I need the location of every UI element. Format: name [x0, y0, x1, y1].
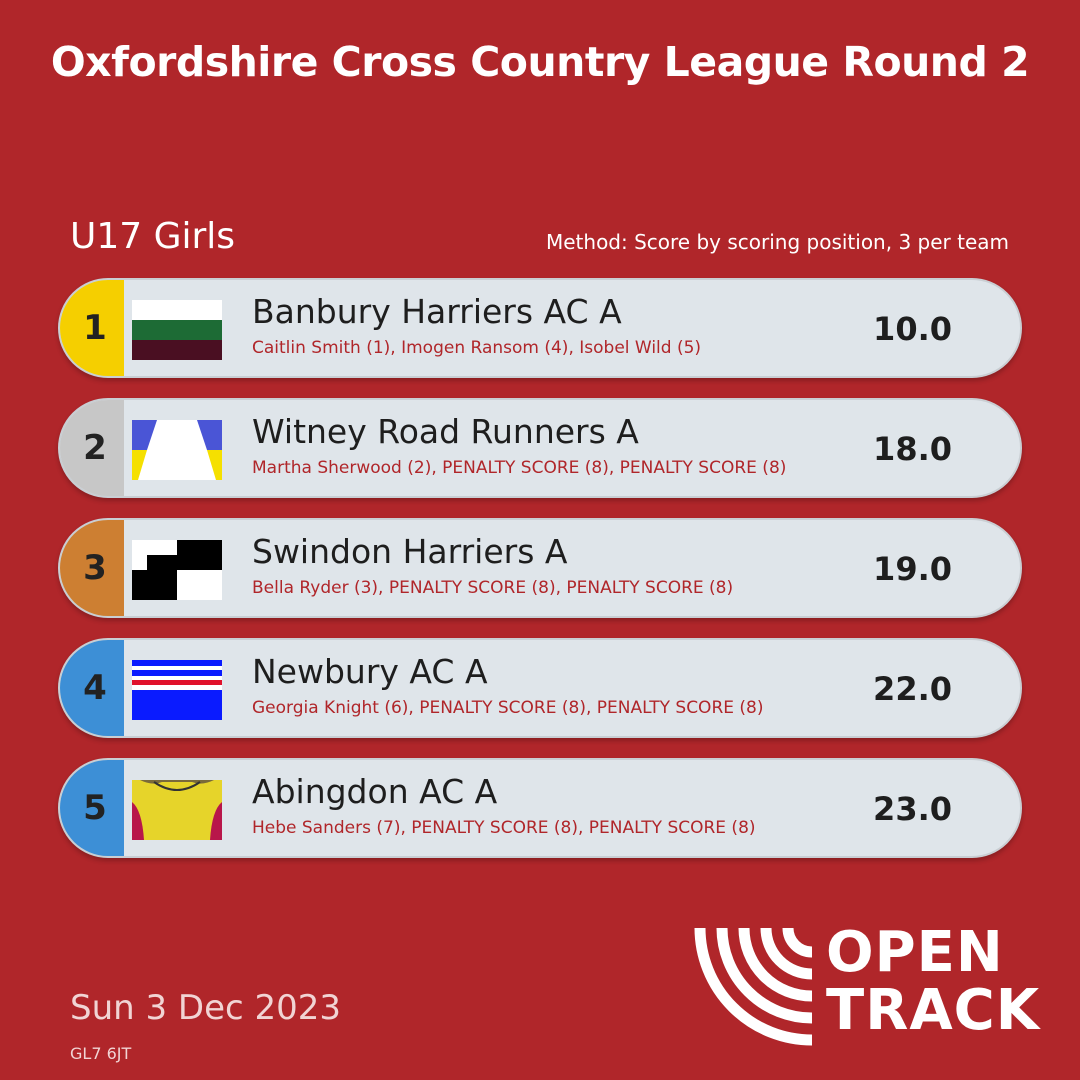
result-row[interactable]: 3 Swindon Harriers A Bella Ryder (3), PE…: [58, 518, 1022, 618]
result-row[interactable]: 1 Banbury Harriers AC A Caitlin Smith (1…: [58, 278, 1022, 378]
logo-line-track: TRACK: [826, 978, 1041, 1043]
team-name: Swindon Harriers A: [252, 532, 568, 571]
team-members: Bella Ryder (3), PENALTY SCORE (8), PENA…: [252, 578, 734, 598]
track-lanes-icon: [694, 927, 813, 1046]
team-name: Witney Road Runners A: [252, 412, 639, 451]
team-name: Newbury AC A: [252, 652, 488, 691]
team-members: Georgia Knight (6), PENALTY SCORE (8), P…: [252, 698, 764, 718]
team-name: Abingdon AC A: [252, 772, 498, 811]
page-title: Oxfordshire Cross Country League Round 2: [50, 38, 1030, 86]
team-score: 10.0: [873, 310, 952, 348]
abingdon-vest-icon: [132, 780, 222, 840]
witney-flag-icon: [132, 420, 222, 480]
result-row[interactable]: 2 Witney Road Runners A Martha Sherwood …: [58, 398, 1022, 498]
opentrack-wordmark: OPEN TRACK: [826, 924, 1040, 1040]
event-postcode: GL7 6JT: [70, 1044, 132, 1063]
position-badge: 2: [60, 400, 124, 496]
result-row[interactable]: 5 Abingdon AC A Hebe Sanders (7), PENALT…: [58, 758, 1022, 858]
team-name: Banbury Harriers AC A: [252, 292, 622, 331]
opentrack-logo: OPEN TRACK: [694, 924, 1044, 1046]
logo-line-open: OPEN: [826, 920, 1004, 985]
swindon-flag-icon: [132, 540, 222, 600]
result-row[interactable]: 4 Newbury AC A Georgia Knight (6), PENAL…: [58, 638, 1022, 738]
team-members: Martha Sherwood (2), PENALTY SCORE (8), …: [252, 458, 787, 478]
banbury-flag-icon: [132, 300, 222, 360]
position-badge: 3: [60, 520, 124, 616]
team-score: 23.0: [873, 790, 952, 828]
scoring-method: Method: Score by scoring position, 3 per…: [545, 230, 1009, 254]
team-members: Hebe Sanders (7), PENALTY SCORE (8), PEN…: [252, 818, 756, 838]
team-members: Caitlin Smith (1), Imogen Ransom (4), Is…: [252, 338, 702, 358]
position-badge: 5: [60, 760, 124, 856]
results-list: 1 Banbury Harriers AC A Caitlin Smith (1…: [58, 278, 1022, 878]
position-badge: 1: [60, 280, 124, 376]
position-badge: 4: [60, 640, 124, 736]
event-date: Sun 3 Dec 2023: [70, 988, 342, 1028]
team-score: 22.0: [873, 670, 952, 708]
race-category: U17 Girls: [70, 216, 236, 257]
team-score: 18.0: [873, 430, 952, 468]
newbury-flag-icon: [132, 660, 222, 720]
team-score: 19.0: [873, 550, 952, 588]
